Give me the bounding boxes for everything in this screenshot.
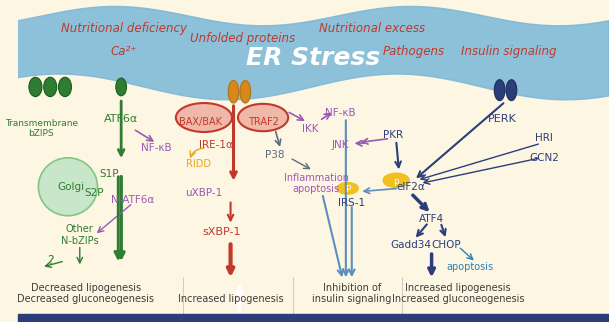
Text: Inhibition of
insulin signaling: Inhibition of insulin signaling [312, 283, 392, 304]
Ellipse shape [38, 158, 97, 216]
Ellipse shape [228, 80, 239, 103]
Text: Insulin signaling: Insulin signaling [461, 45, 556, 58]
Text: NF-κB: NF-κB [141, 143, 172, 153]
PathPatch shape [18, 6, 609, 100]
Text: ER Stress: ER Stress [246, 46, 381, 70]
Text: IKK: IKK [302, 124, 319, 134]
Text: RIDD: RIDD [186, 159, 211, 169]
Ellipse shape [506, 80, 517, 100]
Text: GCN2: GCN2 [529, 153, 559, 163]
Text: P: P [393, 179, 399, 188]
Text: Nutritional excess: Nutritional excess [319, 23, 426, 35]
Text: JNK: JNK [331, 140, 349, 150]
Text: TRAF2: TRAF2 [248, 117, 278, 128]
Ellipse shape [238, 104, 288, 131]
Text: NF-κB: NF-κB [325, 108, 355, 118]
Text: N-ATF6α: N-ATF6α [111, 194, 155, 205]
Text: P38: P38 [265, 149, 284, 160]
Text: Nutritional deficiency: Nutritional deficiency [61, 23, 187, 35]
Text: Transmembrane
bZIPS: Transmembrane bZIPS [5, 119, 78, 138]
Text: Gadd34: Gadd34 [390, 240, 431, 250]
Text: S2P: S2P [85, 188, 104, 198]
Text: sXBP-1: sXBP-1 [202, 227, 241, 237]
Text: P: P [345, 185, 350, 194]
Text: S1P: S1P [100, 169, 119, 179]
Ellipse shape [240, 80, 251, 103]
Ellipse shape [44, 77, 57, 97]
Ellipse shape [58, 77, 71, 97]
Text: ?: ? [47, 254, 54, 267]
Text: Ca²⁺: Ca²⁺ [111, 45, 138, 58]
Text: ATF6α: ATF6α [104, 114, 138, 124]
Text: Golgi: Golgi [57, 182, 85, 192]
Text: IRE-1α: IRE-1α [199, 140, 233, 150]
Ellipse shape [29, 77, 42, 97]
Text: Increased lipogenesis: Increased lipogenesis [178, 294, 283, 304]
Text: HRI: HRI [535, 133, 553, 144]
Text: IRS-1: IRS-1 [338, 198, 365, 208]
Ellipse shape [176, 103, 232, 132]
Text: Decreased lipogenesis
Decreased gluconeogenesis: Decreased lipogenesis Decreased gluconeo… [17, 283, 154, 304]
Text: BAX/BAK: BAX/BAK [180, 117, 222, 128]
Text: eIF2α: eIF2α [396, 182, 425, 192]
FancyBboxPatch shape [18, 314, 609, 322]
Ellipse shape [495, 80, 505, 100]
Text: PERK: PERK [488, 114, 517, 124]
Ellipse shape [116, 78, 127, 96]
Text: PKR: PKR [383, 130, 403, 140]
Text: Pathogens: Pathogens [383, 45, 445, 58]
Text: Other
N-bZIPs: Other N-bZIPs [61, 224, 99, 246]
Text: ATF4: ATF4 [419, 214, 444, 224]
Circle shape [383, 173, 409, 187]
Text: Increased lipogenesis
Increased gluconeogenesis: Increased lipogenesis Increased gluconeo… [392, 283, 524, 304]
Text: apoptosis: apoptosis [446, 262, 494, 272]
Text: Unfolded proteins: Unfolded proteins [190, 32, 295, 45]
Text: Inflammation
apoptosis: Inflammation apoptosis [284, 173, 349, 194]
Circle shape [337, 183, 358, 194]
Text: uXBP-1: uXBP-1 [185, 188, 222, 198]
Text: CHOP: CHOP [432, 240, 461, 250]
